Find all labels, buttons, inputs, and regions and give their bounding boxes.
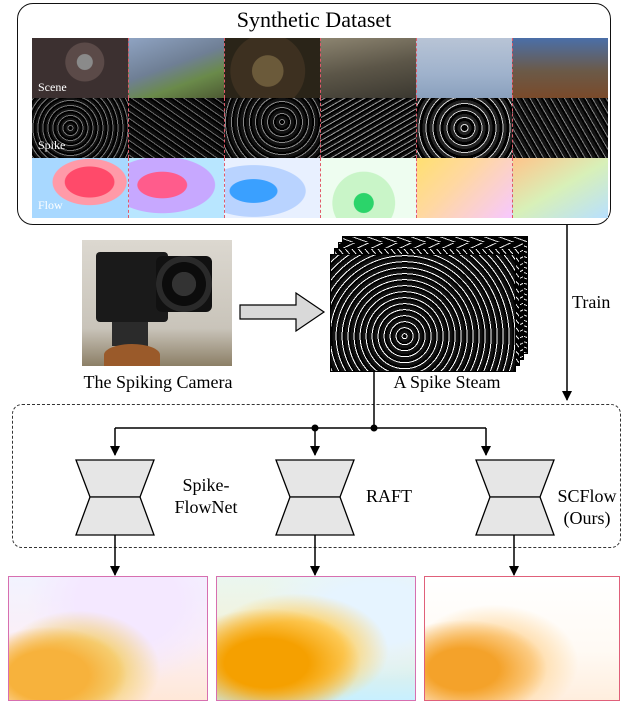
flow-tile bbox=[512, 158, 608, 218]
scene-tile bbox=[416, 38, 512, 98]
spike-tile bbox=[320, 98, 416, 158]
scene-tile bbox=[320, 38, 416, 98]
camera-caption: The Spiking Camera bbox=[83, 372, 233, 392]
raft-label-line1: RAFT bbox=[366, 486, 413, 506]
spike-tile bbox=[128, 98, 224, 158]
scflow-label-line1: SCFlow bbox=[557, 486, 617, 506]
scflow-label: SCFlow (Ours) bbox=[554, 485, 620, 529]
spikeflownet-label: Spike- FlowNet bbox=[166, 474, 246, 518]
flow-tile bbox=[32, 158, 128, 218]
spikeflownet-label-line1: Spike- bbox=[182, 475, 230, 495]
spike-tile bbox=[32, 98, 128, 158]
dataset-title: Synthetic Dataset bbox=[236, 7, 392, 32]
row-label-flow: Flow bbox=[38, 198, 63, 212]
spikeflownet-label-line2: FlowNet bbox=[174, 497, 238, 517]
spiking-camera-photo bbox=[82, 240, 232, 366]
spike-tile bbox=[512, 98, 608, 158]
row-label-spike: Spike bbox=[38, 138, 66, 152]
synthetic-dataset-panel bbox=[17, 3, 611, 225]
raft-network-shape bbox=[275, 459, 355, 536]
scene-tile bbox=[512, 38, 608, 98]
network-pipeline-box bbox=[12, 404, 621, 548]
spikeflownet-network-shape bbox=[75, 459, 155, 536]
scene-tile bbox=[128, 38, 224, 98]
output-flow-raft bbox=[216, 576, 416, 701]
spike-frame-front bbox=[330, 254, 516, 372]
output-flow-spikeflownet bbox=[8, 576, 208, 701]
spike-stream-caption: A Spike Steam bbox=[393, 372, 501, 392]
row-label-scene: Scene bbox=[38, 80, 67, 94]
camera-to-stream-arrow bbox=[239, 291, 326, 333]
train-label: Train bbox=[572, 292, 611, 312]
scflow-label-line2: (Ours) bbox=[563, 508, 611, 528]
scene-tile bbox=[32, 38, 128, 98]
output-flow-scflow bbox=[424, 576, 620, 701]
flow-tile bbox=[320, 158, 416, 218]
dataset-grid: Scene Spike Flow bbox=[32, 38, 608, 218]
flow-tile bbox=[128, 158, 224, 218]
scflow-network-shape bbox=[475, 459, 555, 536]
flow-tile bbox=[224, 158, 320, 218]
spike-tile bbox=[416, 98, 512, 158]
scene-tile bbox=[224, 38, 320, 98]
flow-tile bbox=[416, 158, 512, 218]
raft-label: RAFT bbox=[366, 485, 446, 507]
branch-junction bbox=[370, 424, 378, 432]
spike-tile bbox=[224, 98, 320, 158]
